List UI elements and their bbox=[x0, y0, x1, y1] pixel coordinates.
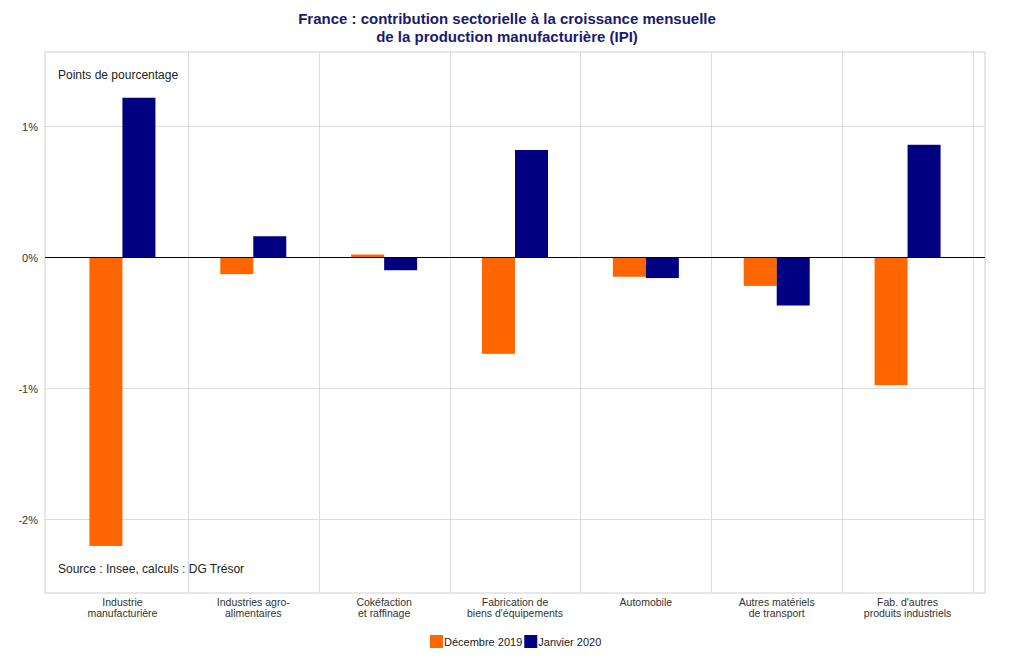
bar bbox=[515, 150, 548, 257]
bar bbox=[744, 257, 777, 286]
category-label: Industriemanufacturière bbox=[87, 596, 157, 619]
bars bbox=[89, 98, 940, 546]
bar bbox=[613, 257, 646, 277]
plot-frame bbox=[45, 52, 985, 593]
legend-swatch bbox=[524, 635, 537, 648]
bar bbox=[908, 145, 941, 257]
annotation: Points de pourcentage bbox=[58, 68, 178, 82]
category-separator bbox=[188, 52, 189, 593]
category-label: Fab. d'autresproduits industriels bbox=[864, 596, 952, 619]
bar bbox=[89, 257, 122, 546]
text-line: biens d'équipements bbox=[467, 607, 563, 619]
bar bbox=[351, 255, 384, 258]
text-line: produits industriels bbox=[864, 607, 952, 619]
category-separator bbox=[319, 52, 320, 593]
bar bbox=[122, 98, 155, 257]
grid-line bbox=[45, 519, 985, 520]
chart-container: France : contribution sectorielle à la c… bbox=[0, 0, 1014, 659]
title: France : contribution sectorielle à la c… bbox=[298, 10, 716, 45]
category-separator bbox=[973, 52, 974, 593]
bar bbox=[777, 257, 810, 305]
bar bbox=[482, 257, 515, 354]
tick-label: 1% bbox=[22, 121, 38, 133]
category-label: Fabrication debiens d'équipements bbox=[467, 596, 563, 619]
legend-label: Décembre 2019 bbox=[444, 636, 522, 648]
category-separator bbox=[450, 52, 451, 593]
bar bbox=[875, 257, 908, 385]
tick-label: 0% bbox=[22, 252, 38, 264]
text-line: et raffinage bbox=[358, 607, 411, 619]
text-line: de la production manufacturière (IPI) bbox=[376, 28, 638, 45]
text-line: France : contribution sectorielle à la c… bbox=[298, 10, 716, 27]
chart-svg: France : contribution sectorielle à la c… bbox=[0, 0, 1014, 659]
category-label: Automobile bbox=[620, 596, 673, 608]
bar bbox=[384, 257, 417, 270]
bar bbox=[646, 257, 679, 278]
text-line: Automobile bbox=[620, 596, 673, 608]
grid-line bbox=[45, 126, 985, 127]
category-label: Industries agro-alimentaires bbox=[217, 596, 290, 619]
text-line: de transport bbox=[749, 607, 805, 619]
category-separator bbox=[842, 52, 843, 593]
category-label: Cokéfactionet raffinage bbox=[356, 596, 412, 619]
text-line: alimentaires bbox=[225, 607, 282, 619]
grid-line bbox=[45, 388, 985, 389]
text-line: manufacturière bbox=[87, 607, 157, 619]
legend-label: Janvier 2020 bbox=[538, 636, 601, 648]
category-separator bbox=[711, 52, 712, 593]
zero-line bbox=[45, 257, 985, 258]
tick-label: -1% bbox=[18, 383, 38, 395]
tick-label: -2% bbox=[18, 514, 38, 526]
category-label: Autres matérielsde transport bbox=[739, 596, 815, 619]
legend-swatch bbox=[430, 635, 443, 648]
zero-line-top bbox=[45, 257, 985, 258]
category-separator bbox=[580, 52, 581, 593]
annotation: Source : Insee, calculs : DG Trésor bbox=[58, 562, 244, 576]
bar bbox=[253, 236, 286, 257]
bar bbox=[220, 257, 253, 274]
